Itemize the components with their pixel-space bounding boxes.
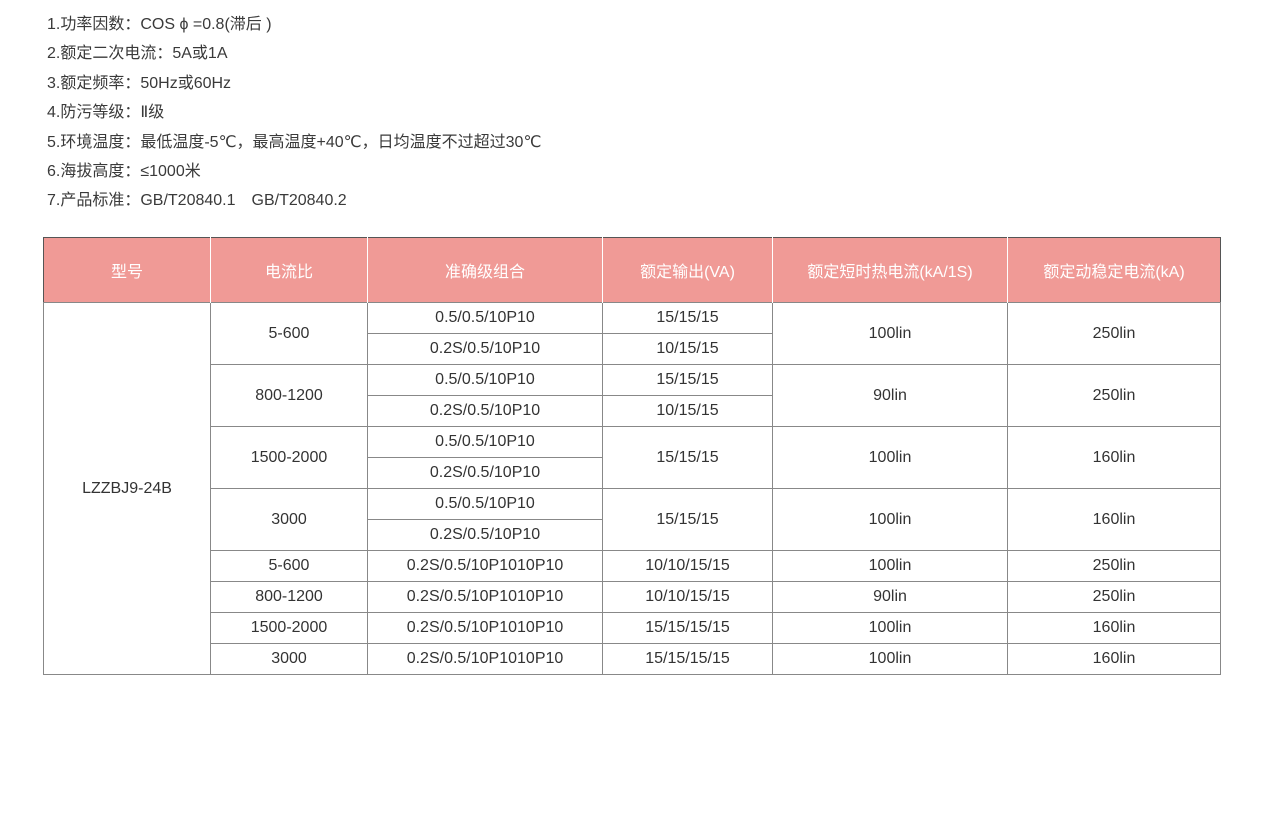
thermal-current-cell: 90lin bbox=[772, 581, 1008, 613]
accuracy-cell: 0.5/0.5/10P10 bbox=[367, 488, 603, 520]
thermal-current-cell: 100lin bbox=[772, 550, 1008, 582]
accuracy-cell: 0.5/0.5/10P10 bbox=[367, 302, 603, 334]
output-cell: 15/15/15 bbox=[602, 364, 773, 396]
thermal-current-cell: 100lin bbox=[772, 643, 1008, 675]
accuracy-cell: 0.2S/0.5/10P1010P10 bbox=[367, 581, 603, 613]
column-header: 准确级组合 bbox=[367, 237, 603, 303]
dynamic-current-cell: 250lin bbox=[1007, 550, 1221, 582]
column-header: 额定短时热电流(kA/1S) bbox=[772, 237, 1008, 303]
accuracy-cell: 0.2S/0.5/10P1010P10 bbox=[367, 643, 603, 675]
output-cell: 10/10/15/15 bbox=[602, 581, 773, 613]
dynamic-current-cell: 160lin bbox=[1007, 488, 1221, 551]
table-row: 1500-2000 0.5/0.5/10P10 15/15/15 100lin 160l… bbox=[44, 426, 1221, 489]
ratio-cell: 1500-2000 bbox=[210, 612, 368, 644]
accuracy-cell: 0.2S/0.5/10P10 bbox=[367, 457, 603, 489]
output-cell: 10/15/15 bbox=[602, 333, 773, 365]
table-row: LZZBJ9-24B 5-600 0.5/0.5/10P10 15/15/15 100l… bbox=[43, 302, 1221, 675]
output-cell: 15/15/15 bbox=[602, 302, 773, 334]
thermal-current-cell: 100lin bbox=[772, 302, 1008, 365]
output-cell: 15/15/15 bbox=[602, 426, 773, 489]
spec-item: 4.防污等级：Ⅱ级 bbox=[47, 104, 165, 122]
table-header-row: 型号 电流比 准确级组合 额定输出(VA) 额定短时热电流(kA/1S) 额定动稳定电流(… bbox=[43, 237, 1221, 303]
column-header: 型号 bbox=[43, 237, 211, 303]
accuracy-cell: 0.2S/0.5/10P1010P10 bbox=[367, 550, 603, 582]
table-row: 0.2S/0.5/10P10 10/15/15 bbox=[44, 395, 1221, 427]
ratio-cell: 3000 bbox=[210, 488, 368, 551]
thermal-current-cell: 100lin bbox=[772, 426, 1008, 489]
table-row: 3000 0.5/0.5/10P10 15/15/15 100lin 160lin bbox=[44, 488, 1221, 551]
ratio-cell: 800-1200 bbox=[210, 364, 368, 427]
output-cell: 10/10/15/15 bbox=[602, 550, 773, 582]
dynamic-current-cell: 250lin bbox=[1007, 581, 1221, 613]
table-row: 0.2S/0.5/10P10 bbox=[44, 519, 1221, 551]
dynamic-current-cell: 160lin bbox=[1007, 612, 1221, 644]
dynamic-current-cell: 250lin bbox=[1007, 302, 1221, 365]
ratio-cell: 1500-2000 bbox=[210, 426, 368, 489]
spec-item: 6.海拔高度：≤1000米 bbox=[47, 162, 201, 180]
accuracy-cell: 0.2S/0.5/10P10 bbox=[367, 395, 603, 427]
accuracy-cell: 0.5/0.5/10P10 bbox=[367, 364, 603, 396]
table-row: 0.2S/0.5/10P10 10/15/15 bbox=[44, 333, 1221, 365]
accuracy-cell: 0.2S/0.5/10P1010P10 bbox=[367, 612, 603, 644]
dynamic-current-cell: 250lin bbox=[1007, 364, 1221, 427]
spec-list: 1.功率因数：COS ϕ =0.8(滞后 ) 2.额定二次电流：5A或1A 3.额定… bbox=[47, 10, 541, 216]
accuracy-cell: 0.5/0.5/10P10 bbox=[367, 426, 603, 458]
table-row: 0.2S/0.5/10P10 bbox=[44, 457, 1221, 489]
spec-table: 型号 电流比 准确级组合 额定输出(VA) 额定短时热电流(kA/1S) 额定动稳定电流(… bbox=[43, 237, 1221, 675]
accuracy-cell: 0.2S/0.5/10P10 bbox=[367, 519, 603, 551]
ratio-cell: 800-1200 bbox=[210, 581, 368, 613]
column-header: 电流比 bbox=[210, 237, 368, 303]
thermal-current-cell: 100lin bbox=[772, 488, 1008, 551]
model-cell: LZZBJ9-24B bbox=[43, 302, 211, 675]
ratio-cell: 5-600 bbox=[210, 302, 368, 365]
table-row: 800-1200 0.5/0.5/10P10 15/15/15 90lin 250lin bbox=[44, 364, 1221, 427]
spec-item: 7.产品标准：GB/T20840.1 GB/T20840.2 bbox=[47, 192, 347, 210]
output-cell: 15/15/15/15 bbox=[602, 643, 773, 675]
thermal-current-cell: 100lin bbox=[772, 612, 1008, 644]
column-header: 额定输出(VA) bbox=[602, 237, 773, 303]
dynamic-current-cell: 160lin bbox=[1007, 426, 1221, 489]
column-header: 额定动稳定电流(kA) bbox=[1007, 237, 1221, 303]
ratio-cell: 3000 bbox=[210, 643, 368, 675]
ratio-cell: 5-600 bbox=[210, 550, 368, 582]
spec-item: 3.额定频率：50Hz或60Hz bbox=[47, 74, 232, 92]
output-cell: 10/15/15 bbox=[602, 395, 773, 427]
output-cell: 15/15/15/15 bbox=[602, 612, 773, 644]
output-cell: 15/15/15 bbox=[602, 488, 773, 551]
spec-item: 5.环境温度：最低温度-5℃，最高温度+40℃，日均温度不过超过30℃ bbox=[47, 133, 542, 151]
thermal-current-cell: 90lin bbox=[772, 364, 1008, 427]
accuracy-cell: 0.2S/0.5/10P10 bbox=[367, 333, 603, 365]
spec-item: 2.额定二次电流：5A或1A bbox=[47, 45, 228, 63]
dynamic-current-cell: 160lin bbox=[1007, 643, 1221, 675]
spec-item: 1.功率因数：COS ϕ =0.8(滞后 ) bbox=[47, 16, 272, 33]
